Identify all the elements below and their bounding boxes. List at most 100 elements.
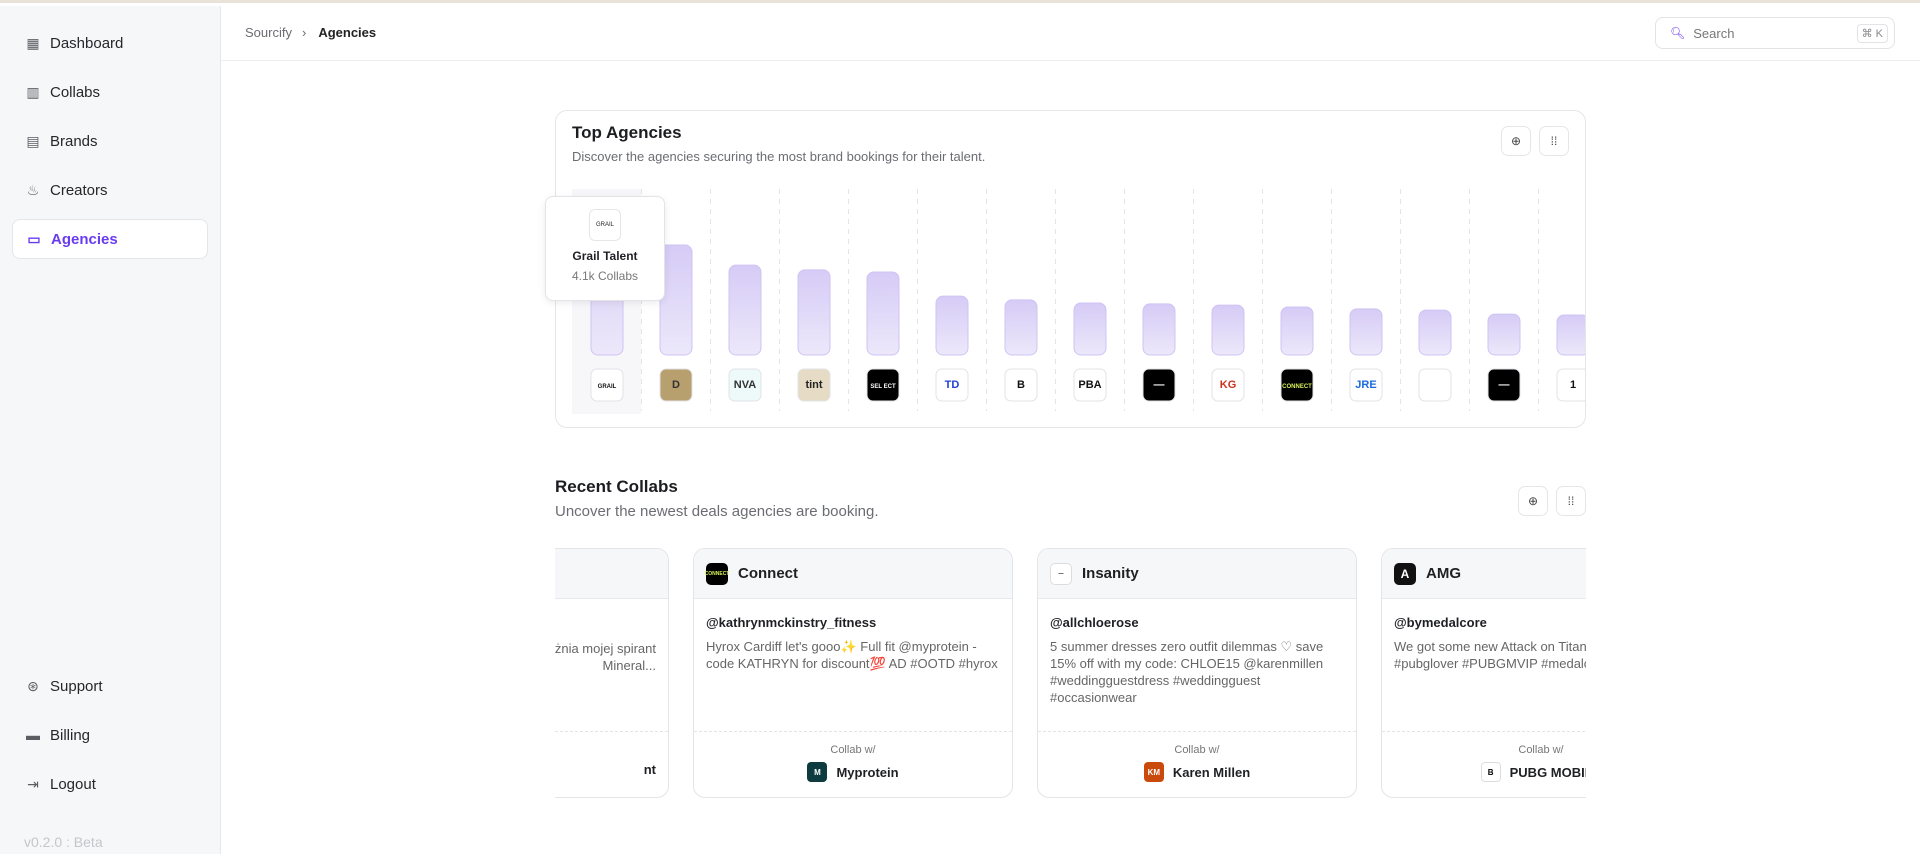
store-icon: ▤ [26,132,40,149]
agency-logo[interactable] [935,368,969,402]
top-agencies-title: Top Agencies [572,123,682,142]
agency-logo-text: — [1154,379,1165,391]
agency-logo-text: TD [945,379,960,391]
creator-handle: @allchloerose [1050,615,1139,630]
sidebar-item-dashboard[interactable]: ▦ Dashboard [26,34,124,52]
top-agencies-subtitle: Discover the agencies securing the most … [572,149,986,164]
search-icon: 🔍︎ [1670,26,1686,40]
agency-logo[interactable] [1073,368,1107,402]
chart-bar[interactable] [797,269,831,356]
creator-handle: @bymedalcore [1394,615,1487,630]
agency-logo[interactable] [866,368,900,402]
chart-tooltip: GRAIL Grail Talent 4.1k Collabs [545,196,665,301]
dashboard-icon: ▦ [26,34,40,51]
agency-logo[interactable] [797,368,831,402]
tooltip-value: 4.1k Collabs [571,269,639,283]
agency-logo[interactable] [1349,368,1383,402]
recent-collabs-carousel[interactable]: plej, a to sprzyja ę czegoś, co rażnia m… [555,548,1586,800]
agency-logo-text: KG [1220,379,1237,391]
agency-logo: A [1394,562,1416,585]
agency-logo[interactable] [728,368,762,402]
search-input[interactable]: 🔍︎ Search ⌘ K [1655,17,1895,49]
breadcrumb: Sourcify › Agencies [245,25,376,40]
grid-icon: ⁞⁞ [1550,134,1558,148]
flame-icon: ♨ [26,181,40,198]
agency-logo-text: SEL ECT [870,384,896,390]
recent-collabs-subtitle: Uncover the newest deals agencies are bo… [555,503,879,520]
collab-card[interactable]: CONNECT Connect @kathrynmckinstry_fitness… [693,548,1013,798]
brand-name: PUBG MOBILE [1509,764,1586,780]
chart-bar[interactable] [1280,306,1314,356]
agency-logo: — [1050,562,1072,585]
download-icon: ⊕ [1527,494,1539,508]
sidebar-item-agencies[interactable]: ▭ Agencies [12,219,208,259]
top-agencies-card: GRAIL D NVA tint SEL ECT TD B PBA — KG CONNECT JRE —… [555,110,1586,428]
agency-logo[interactable] [1211,368,1245,402]
chart-bar[interactable] [1487,313,1521,356]
collab-card[interactable]: plej, a to sprzyja ę czegoś, co rażnia m… [555,548,669,798]
header: Sourcify › Agencies 🔍︎ Search ⌘ K [221,6,1920,61]
agency-logo-text: CONNECT [1282,384,1312,390]
chart-bar[interactable] [1211,304,1245,356]
collab-card[interactable]: A AMG @bymedalcore We got some new Attack… [1381,548,1586,798]
agency-logo-text: NVA [734,379,756,391]
creator-handle: @kathrynmckinstry_fitness [706,615,877,630]
tooltip-agency-logo: GRAIL [589,209,621,241]
chart-bar[interactable] [1556,314,1586,356]
collab-card[interactable]: — Insanity @allchloerose 5 summer dresses… [1037,548,1357,798]
sidebar-item-billing[interactable]: ▬ Billing [26,726,91,744]
download-button[interactable]: ⊕ [1501,126,1531,156]
chevron-right-icon: › [301,25,307,40]
version-label: v0.2.0 : Beta [24,834,103,850]
collab-caption: We got some new Attack on Titan game 👀 #… [1394,639,1586,671]
sidebar-item-logout[interactable]: ⇥ Logout [12,764,208,804]
agency-logo[interactable] [590,368,624,402]
agency-logo[interactable] [1487,368,1521,402]
collab-caption: 5 summer dresses zero outfit dilemmas ♡ … [1050,639,1324,705]
agency-logo[interactable] [1280,368,1314,402]
download-button[interactable]: ⊕ [1518,486,1548,516]
sidebar-item-support[interactable]: ⊛ Support [12,666,208,706]
agency-logo-text: — [1499,379,1510,391]
chart-bar[interactable] [866,271,900,356]
agency-logo[interactable] [1556,368,1586,402]
chart-bar[interactable] [1142,303,1176,356]
grid-button[interactable]: ⁞⁞ [1556,486,1586,516]
agency-logo[interactable] [659,368,693,402]
agency-name: Insanity [1082,565,1139,582]
sidebar-item-brands[interactable]: ▤ Brands [26,132,98,150]
chart-bar[interactable] [1004,299,1038,356]
brand-name: nt [643,762,656,777]
collab-caption: Hyrox Cardiff let's gooo✨ Full fit @mypr… [706,639,998,671]
chart-bar[interactable] [1349,308,1383,356]
credit-card-icon: ▬ [26,727,40,743]
breadcrumb-root[interactable]: Sourcify [245,25,292,40]
sidebar: ▦ Dashboard ▥ Collabs ▤ Brands ♨ Creators ▭ A… [0,6,221,854]
grid-button[interactable]: ⁞⁞ [1539,126,1569,156]
agency-logo[interactable] [1004,368,1038,402]
shortcut-hint: ⌘ K [1856,24,1888,43]
agency-logo-text: D [672,379,680,391]
brand-name: Karen Millen [1172,764,1251,780]
agency-logo-text: 1 [1570,379,1576,391]
agency-logo[interactable] [1418,368,1452,402]
agency-logo: CONNECT [705,562,729,585]
sidebar-item-collabs[interactable]: ▥ Collabs [26,83,101,101]
agency-logo-text: GRAIL [598,384,617,390]
brand-logo: KM [1143,762,1164,782]
breadcrumb-current: Agencies [318,25,377,40]
agency-logo-text: B [1017,379,1025,391]
agency-name: AMG [1426,565,1461,582]
chart-bar[interactable] [728,264,762,356]
agency-logo-text: tint [805,379,822,391]
chart-bar[interactable] [1418,309,1452,356]
agency-name: Connect [738,565,798,582]
agency-logo[interactable] [1142,368,1176,402]
chart-bar[interactable] [935,295,969,356]
download-icon: ⊕ [1510,134,1522,148]
sidebar-item-creators[interactable]: ♨ Creators [26,181,108,199]
briefcase-icon: ▭ [27,230,41,247]
chart-bar[interactable] [1073,302,1107,356]
top-agencies-chart: GRAIL D NVA tint SEL ECT TD B PBA — KG CONNECT JRE —… [572,189,1586,414]
recent-collabs-header: Recent Collabs Uncover the newest deals … [555,477,879,520]
